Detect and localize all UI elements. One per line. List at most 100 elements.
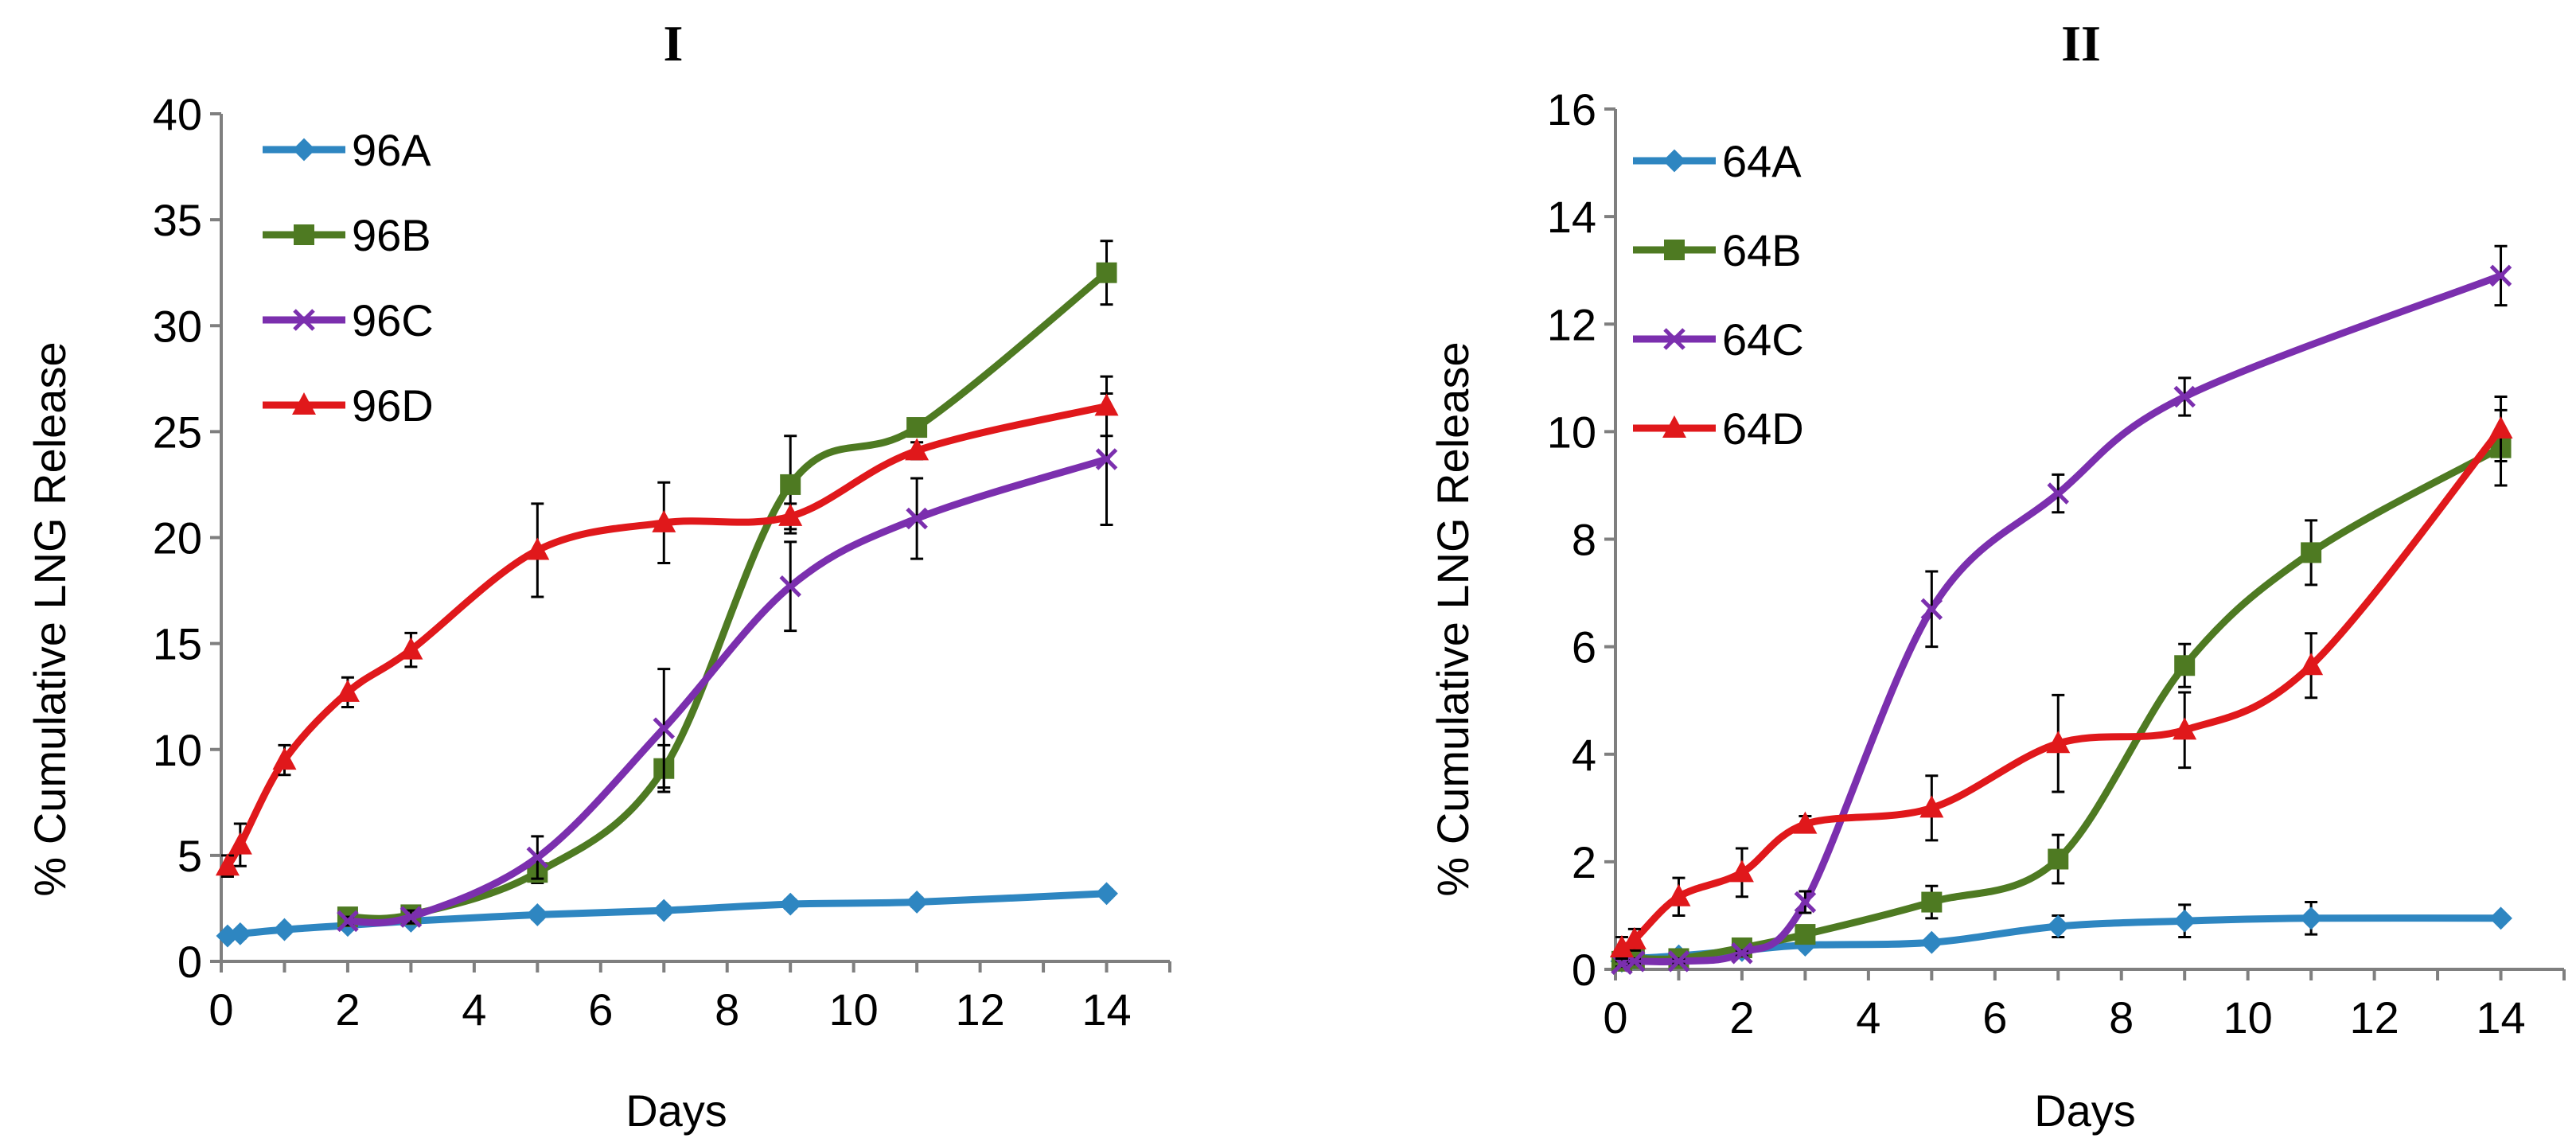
data-point bbox=[2174, 655, 2196, 676]
x-tick-label: 4 bbox=[462, 984, 486, 1035]
x-tick-label: 8 bbox=[715, 984, 739, 1035]
series-64C bbox=[1611, 244, 2512, 976]
legend-label: 96A bbox=[352, 125, 431, 175]
data-point bbox=[1795, 924, 1816, 945]
data-point bbox=[1919, 795, 1944, 818]
y-axis-label-i: % Cumulative LNG Release bbox=[25, 341, 75, 896]
y-tick-label: 40 bbox=[153, 89, 202, 139]
x-tick-label: 0 bbox=[1603, 992, 1627, 1043]
data-point bbox=[779, 575, 801, 598]
data-point bbox=[1731, 941, 1753, 965]
legend-label: 64B bbox=[1722, 225, 1802, 275]
data-point bbox=[778, 892, 802, 916]
legend-marker bbox=[294, 224, 314, 245]
data-point bbox=[1094, 393, 1119, 416]
y-tick-label: 30 bbox=[153, 301, 202, 351]
series-96B bbox=[337, 240, 1117, 928]
legend-marker bbox=[1663, 328, 1686, 350]
legend-item-96B: 96B bbox=[263, 210, 431, 260]
data-point bbox=[1794, 891, 1817, 914]
data-point bbox=[215, 853, 240, 876]
data-point bbox=[2048, 848, 2069, 870]
series-64D bbox=[1609, 395, 2513, 960]
y-tick-label: 5 bbox=[177, 831, 202, 881]
x-tick-label: 8 bbox=[2109, 992, 2134, 1043]
series-96C bbox=[337, 392, 1118, 933]
x-tick-label: 12 bbox=[955, 984, 1004, 1035]
data-point bbox=[2173, 385, 2196, 408]
y-tick-label: 35 bbox=[153, 195, 202, 245]
data-point bbox=[1096, 262, 1117, 283]
data-point bbox=[228, 922, 252, 945]
panel-i: I Days % Cumulative LNG Release 05101520… bbox=[25, 15, 1171, 1136]
data-point bbox=[2301, 542, 2322, 563]
legend-label: 96B bbox=[352, 210, 431, 260]
y-tick-label: 16 bbox=[1547, 84, 1596, 134]
y-axis-label-ii: % Cumulative LNG Release bbox=[1428, 341, 1478, 896]
data-point bbox=[2173, 909, 2196, 933]
data-point bbox=[399, 637, 423, 660]
data-point bbox=[335, 679, 360, 702]
data-point bbox=[2488, 415, 2513, 439]
data-point bbox=[399, 906, 423, 928]
x-tick-label: 14 bbox=[1081, 984, 1131, 1035]
series-line-96D bbox=[224, 402, 1110, 870]
data-point bbox=[1609, 934, 1634, 957]
data-point bbox=[905, 891, 929, 914]
series-line-96C bbox=[344, 455, 1110, 926]
x-tick-label: 10 bbox=[2223, 992, 2273, 1043]
data-point bbox=[1667, 950, 1690, 973]
data-point bbox=[1729, 860, 1754, 883]
legend-marker bbox=[1662, 415, 1686, 438]
legend-item-96C: 96C bbox=[263, 295, 434, 345]
legend-marker bbox=[1662, 149, 1686, 173]
legend-item-64B: 64B bbox=[1633, 225, 1802, 275]
data-point bbox=[525, 537, 550, 560]
x-tick-label: 2 bbox=[1729, 992, 1754, 1043]
legend-marker bbox=[292, 392, 316, 415]
data-point bbox=[905, 438, 929, 461]
y-tick-label: 0 bbox=[177, 937, 202, 987]
data-point bbox=[2046, 731, 2071, 754]
data-point bbox=[778, 503, 803, 526]
data-point bbox=[1095, 448, 1118, 470]
y-tick-label: 6 bbox=[1572, 622, 1596, 672]
data-point bbox=[1095, 882, 1118, 906]
data-point bbox=[2047, 482, 2070, 505]
data-point bbox=[2046, 914, 2070, 938]
legend-label: 64A bbox=[1722, 136, 1802, 186]
x-axis-label-i: Days bbox=[625, 1086, 727, 1136]
data-point bbox=[337, 910, 359, 933]
series-96A bbox=[216, 882, 1118, 948]
x-tick-label: 4 bbox=[1856, 992, 1880, 1043]
data-point bbox=[906, 417, 928, 439]
x-tick-label: 14 bbox=[2476, 992, 2525, 1043]
x-tick-label: 0 bbox=[208, 984, 233, 1035]
data-point bbox=[652, 509, 676, 532]
data-point bbox=[2489, 906, 2512, 930]
legend-label: 64D bbox=[1722, 403, 1804, 454]
data-point bbox=[1793, 811, 1818, 834]
data-point bbox=[2489, 264, 2512, 287]
data-point bbox=[653, 717, 676, 739]
x-axis-label-ii: Days bbox=[2034, 1086, 2136, 1136]
y-tick-label: 20 bbox=[153, 513, 202, 563]
y-tick-label: 15 bbox=[153, 619, 202, 669]
y-tick-label: 4 bbox=[1572, 730, 1596, 780]
plot-area-ii: 0 2 4 6 8 10 12 14 16 0 2 4 6 8 10 12 14 64A 64B 64C 64D bbox=[1547, 84, 2566, 1043]
y-tick-label: 0 bbox=[1572, 945, 1596, 995]
legend-label: 64C bbox=[1722, 314, 1804, 364]
legend-item-64A: 64A bbox=[1633, 136, 1802, 186]
series-64A bbox=[1610, 901, 2512, 973]
legend-item-96A: 96A bbox=[263, 125, 431, 175]
y-tick-label: 2 bbox=[1572, 837, 1596, 887]
data-point bbox=[652, 898, 676, 922]
legend-marker bbox=[1664, 240, 1685, 260]
panel-ii: II Days % Cumulative LNG Release 0 2 4 6 8 10… bbox=[1428, 15, 2566, 1136]
data-point bbox=[2299, 906, 2323, 930]
x-tick-label: 12 bbox=[2349, 992, 2399, 1043]
data-point bbox=[906, 507, 928, 530]
x-tick-label: 6 bbox=[588, 984, 613, 1035]
data-point bbox=[273, 918, 296, 941]
